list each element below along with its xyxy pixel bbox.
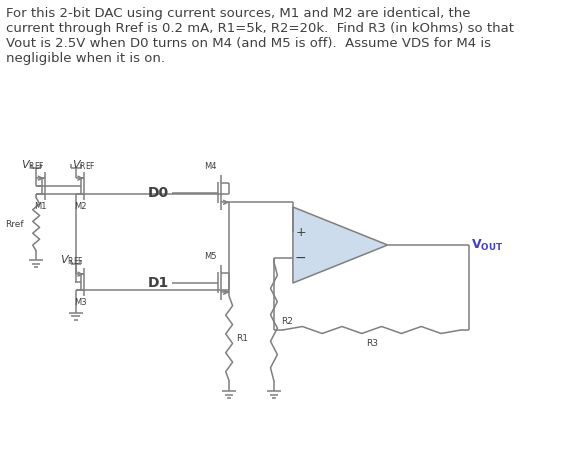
Text: M2: M2 (74, 202, 87, 211)
Text: R2: R2 (281, 317, 293, 326)
Text: M5: M5 (204, 252, 216, 261)
Text: For this 2-bit DAC using current sources, M1 and M2 are identical, the
current t: For this 2-bit DAC using current sources… (6, 7, 514, 65)
Text: $V_{\rm REF}$: $V_{\rm REF}$ (60, 253, 84, 267)
Polygon shape (293, 207, 388, 283)
Text: Rref: Rref (4, 220, 23, 229)
Text: M1: M1 (34, 202, 47, 211)
Text: R1: R1 (236, 334, 248, 343)
Text: D1: D1 (148, 276, 169, 290)
Text: M3: M3 (74, 298, 87, 307)
Text: $\mathbf{V}_{\mathbf{OUT}}$: $\mathbf{V}_{\mathbf{OUT}}$ (471, 237, 504, 253)
Text: M4: M4 (204, 162, 216, 171)
Text: −: − (295, 251, 306, 265)
Text: +: + (295, 225, 306, 238)
Text: D0: D0 (148, 185, 169, 200)
Text: $V_{\rm REF}$: $V_{\rm REF}$ (21, 158, 44, 172)
Text: $V_{\rm REF}$: $V_{\rm REF}$ (72, 158, 96, 172)
Text: R3: R3 (366, 339, 378, 348)
